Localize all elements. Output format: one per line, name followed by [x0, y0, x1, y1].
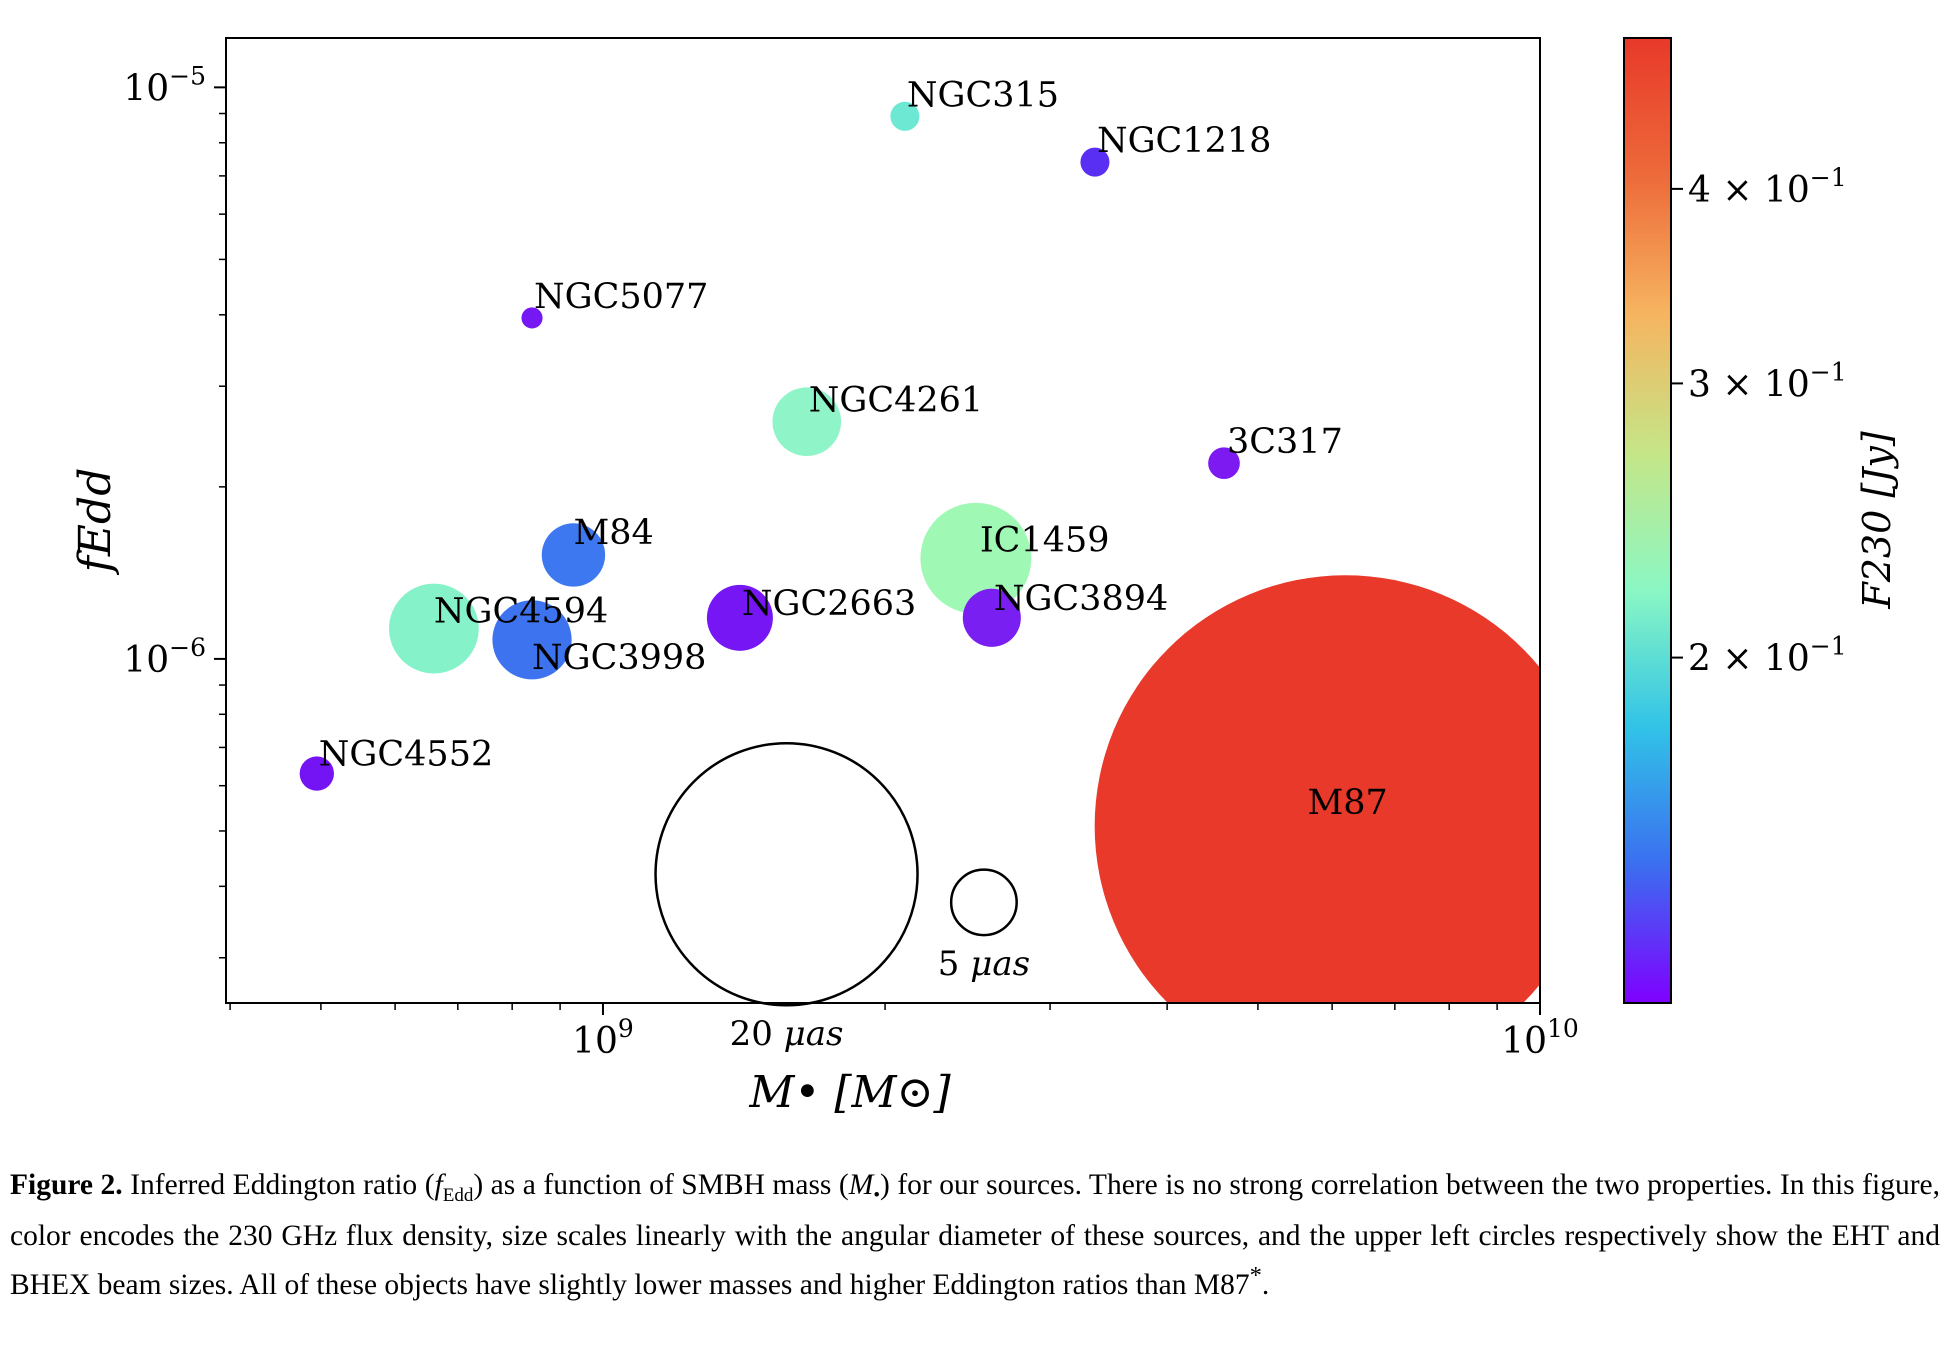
x-tick-label: 109 — [572, 1014, 634, 1062]
colorbar-tick-label: 4 × 10−1 — [1688, 163, 1847, 211]
x-axis-label: M• [M⊙] — [748, 1067, 951, 1118]
data-point-m87 — [1094, 575, 1540, 1003]
point-label-ngc315: NGC315 — [907, 75, 1059, 115]
colorbar-label: F230 [Jy] — [1855, 431, 1899, 610]
beam-circle-20uas — [654, 741, 919, 1007]
y-tick-label: 10−6 — [123, 633, 206, 681]
data-point-ngc3894 — [962, 588, 1021, 647]
point-label-ngc3894: NGC3894 — [994, 579, 1168, 619]
data-point-ic1459 — [920, 502, 1032, 614]
data-point-ngc4594 — [388, 583, 479, 674]
point-label-ic1459: IC1459 — [980, 520, 1110, 560]
plot-frame — [225, 37, 1541, 1004]
data-point-ngc4552 — [299, 756, 334, 791]
colorbar-tick-label: 2 × 10−1 — [1688, 632, 1847, 680]
beam-circle-5uas — [949, 868, 1018, 937]
caption-label: Figure 2. — [10, 1169, 123, 1201]
point-label-3c317: 3C317 — [1227, 422, 1343, 462]
y-axis-label: fEdd — [70, 468, 121, 576]
beam-label-20uas: 20 μas — [730, 1014, 844, 1054]
data-point-ngc3998 — [492, 600, 572, 680]
beam-layer: 20 μas 5 μas — [654, 741, 1030, 1054]
point-label-ngc3998: NGC3998 — [532, 638, 706, 678]
point-label-ngc4552: NGC4552 — [319, 735, 493, 775]
figure: 20 μas 5 μas NGC315 NGC1218 NGC5077 NGC4261 3… — [70, 37, 1899, 1118]
point-label-ngc4261: NGC4261 — [809, 381, 983, 421]
beam-label-5uas: 5 μas — [938, 944, 1030, 984]
y-tick-label: 10−5 — [123, 61, 206, 109]
point-label-m84: M84 — [573, 513, 653, 553]
points-layer — [299, 101, 1540, 1003]
data-point-ngc2663 — [706, 584, 773, 651]
point-labels: NGC315 NGC1218 NGC5077 NGC4261 3C317 M84 NGC45… — [319, 75, 1388, 823]
point-label-ngc2663: NGC2663 — [742, 584, 916, 624]
data-point-ngc1218 — [1080, 147, 1110, 177]
data-point-m84 — [541, 523, 606, 587]
point-label-m87: M87 — [1307, 783, 1387, 823]
point-label-ngc4594: NGC4594 — [434, 592, 608, 632]
point-label-ngc5077: NGC5077 — [534, 277, 708, 317]
figure-caption: Figure 2. Inferred Eddington ratio (fEdd… — [10, 1169, 1940, 1301]
colorbar — [1623, 37, 1672, 1004]
axis-layer: 109 1010 10−5 10−6 — [123, 61, 1578, 1062]
data-point-3c317 — [1208, 447, 1240, 480]
data-point-ngc315 — [890, 101, 920, 131]
data-point-ngc5077 — [521, 307, 543, 329]
colorbar-tick-label: 3 × 10−1 — [1688, 357, 1847, 405]
x-tick-label: 1010 — [1501, 1014, 1579, 1062]
data-point-ngc4261 — [772, 387, 842, 457]
point-label-ngc1218: NGC1218 — [1097, 121, 1271, 161]
colorbar-ticks: 2 × 10−1 3 × 10−1 4 × 10−1 — [1671, 163, 1847, 680]
